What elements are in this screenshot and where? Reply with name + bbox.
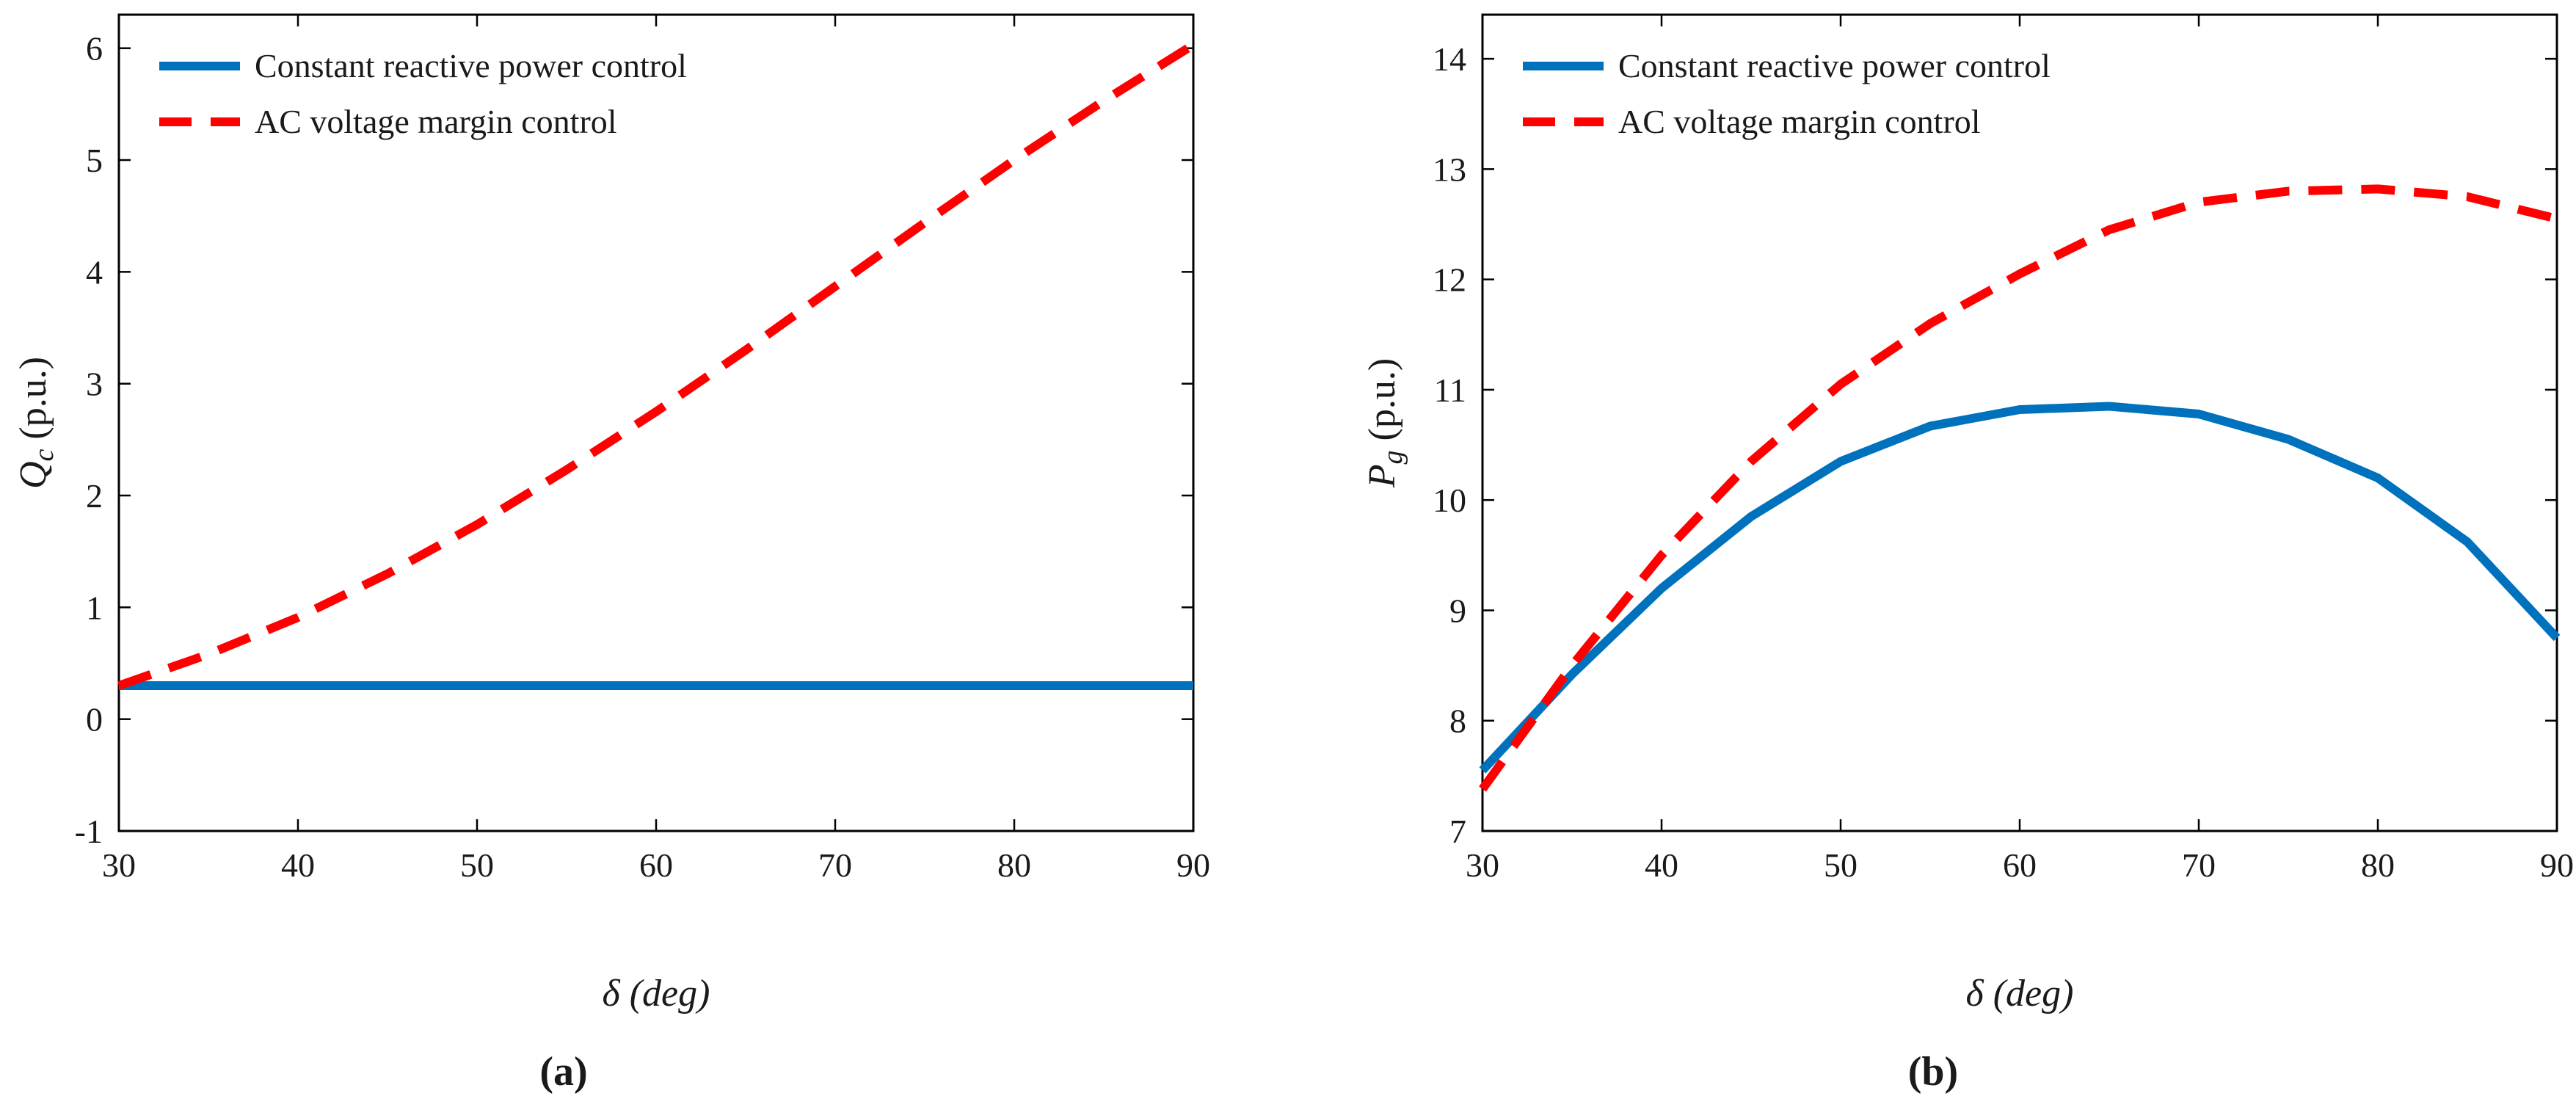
x-tick-label: 40 <box>1645 846 1678 884</box>
x-tick-label: 70 <box>818 846 852 884</box>
y-tick-label: 9 <box>1449 592 1466 629</box>
y-tick-label: 5 <box>86 142 103 179</box>
series-layer <box>117 41 1196 690</box>
y-tick-label: 0 <box>86 701 103 738</box>
y-tick-label: 4 <box>86 253 103 291</box>
x-axis-ticks: 30 40 50 60 70 80 90 <box>102 15 1210 884</box>
x-tick-label: 70 <box>2182 846 2216 884</box>
x-axis-label: δ (deg) <box>603 973 710 1015</box>
y-tick-label: 10 <box>1433 482 1466 519</box>
legend-label: AC voltage margin control <box>1618 103 1981 140</box>
x-axis-label: δ (deg) <box>1966 973 2074 1015</box>
y-axis-ticks: -1 0 1 2 3 4 5 6 <box>75 30 1193 850</box>
y-tick-label: 8 <box>1449 703 1466 740</box>
x-tick-label: 90 <box>1176 846 1210 884</box>
chart-b: 30 40 50 60 70 80 90 7 8 9 10 11 12 13 14 Constant re… <box>1361 13 2574 1095</box>
y-tick-label: 3 <box>86 366 103 403</box>
x-tick-label: 80 <box>997 846 1031 884</box>
y-axis-label-sub: g <box>1378 450 1408 464</box>
y-tick-label: 11 <box>1434 371 1466 409</box>
y-tick-label: 1 <box>86 589 103 626</box>
y-axis-label-main: P <box>1361 464 1403 488</box>
y-axis-label-unit: (p.u.) <box>1361 358 1403 451</box>
series-line-ac-voltage-margin-control <box>117 41 1196 690</box>
x-tick-label: 90 <box>2540 846 2574 884</box>
y-tick-label: 7 <box>1449 813 1466 850</box>
legend-label: Constant reactive power control <box>255 47 687 84</box>
x-tick-label: 40 <box>281 846 315 884</box>
x-tick-label: 80 <box>2361 846 2395 884</box>
y-axis-label-unit: (p.u.) <box>12 357 54 449</box>
y-tick-label: 2 <box>86 477 103 515</box>
panel-label-b: (b) <box>1908 1049 1958 1095</box>
legend: Constant reactive power control AC voltag… <box>1523 47 2051 140</box>
y-tick-label: 13 <box>1433 150 1466 188</box>
y-tick-label: 14 <box>1433 40 1466 78</box>
x-axis-ticks: 30 40 50 60 70 80 90 <box>1466 15 2574 884</box>
y-axis-label-main: Q <box>12 461 54 489</box>
series-line-constant-reactive-power-control <box>1479 402 2561 774</box>
y-axis-ticks: 7 8 9 10 11 12 13 14 <box>1433 40 2557 850</box>
x-tick-label: 50 <box>1824 846 1858 884</box>
y-tick-label: 6 <box>86 30 103 68</box>
series-line-ac-voltage-margin-control <box>1479 184 2558 792</box>
y-axis-label: Pg (p.u.) <box>1361 358 1408 488</box>
y-tick-label: -1 <box>75 813 103 850</box>
y-tick-label: 12 <box>1433 261 1466 299</box>
y-axis-label-sub: c <box>29 449 59 461</box>
x-tick-label: 50 <box>460 846 494 884</box>
x-tick-label: 60 <box>639 846 673 884</box>
x-tick-label: 60 <box>2003 846 2037 884</box>
legend-label: Constant reactive power control <box>1618 47 2051 84</box>
y-axis-label: Qc (p.u.) <box>12 357 59 489</box>
panel-label-a: (a) <box>539 1049 587 1095</box>
series-layer <box>1479 184 2561 792</box>
legend: Constant reactive power control AC voltag… <box>159 47 687 140</box>
x-tick-label: 30 <box>102 846 136 884</box>
chart-a: 30 40 50 60 70 80 90 -1 0 1 2 3 4 5 6 Constant reacti… <box>12 13 1210 1095</box>
x-tick-label: 30 <box>1466 846 1499 884</box>
legend-label: AC voltage margin control <box>255 103 617 140</box>
